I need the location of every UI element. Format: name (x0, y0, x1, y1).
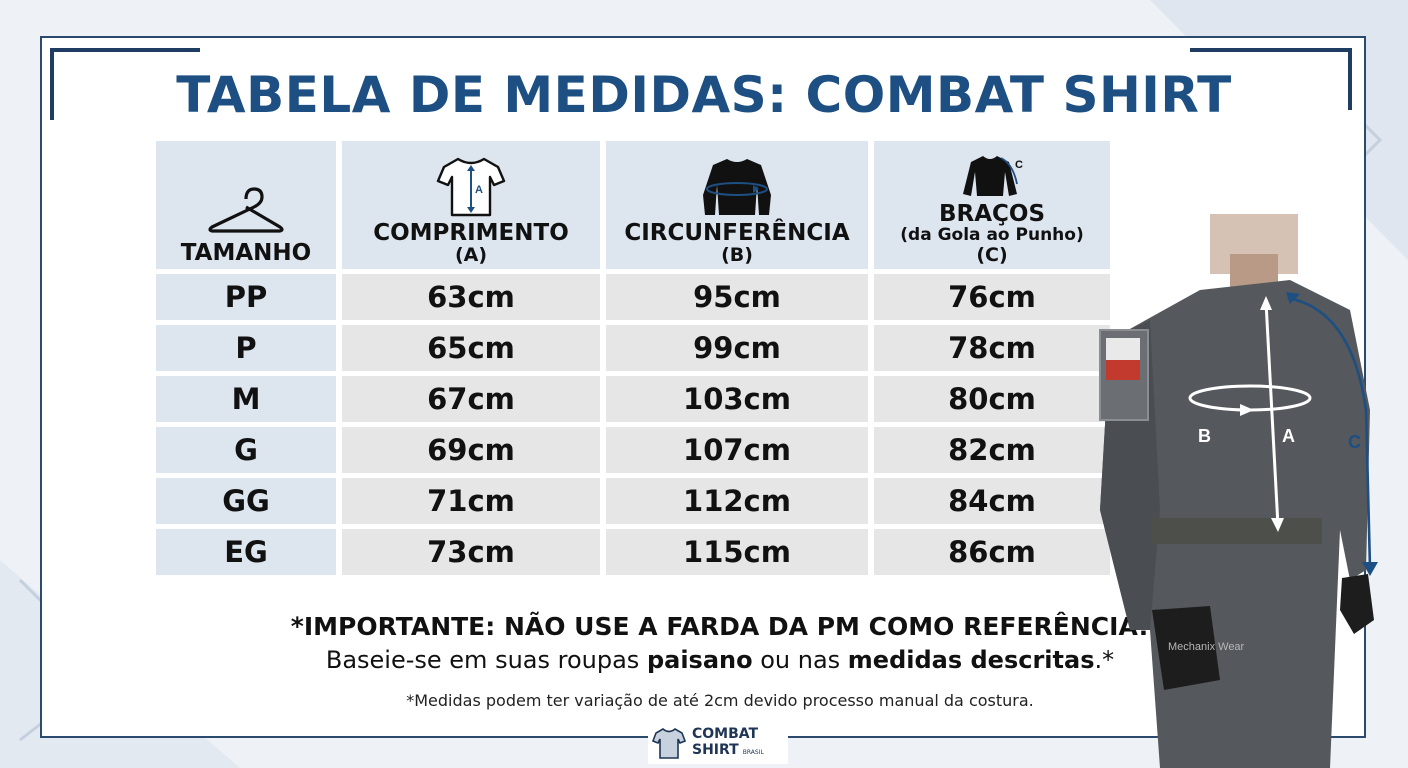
length-cell: 67cm (342, 376, 600, 422)
icon-letter-a: A (475, 184, 483, 196)
header-length-label: COMPRIMENTO (373, 220, 569, 246)
header-circumference-label: CIRCUNFERÊNCIA (624, 220, 850, 246)
circumference-cell: 107cm (606, 427, 868, 473)
arms-cell: 86cm (874, 529, 1110, 575)
length-cell: 63cm (342, 274, 600, 320)
circumference-cell: 95cm (606, 274, 868, 320)
reference-note-bold-paisano: paisano (646, 646, 753, 674)
brand-logo: COMBAT SHIRT BRASIL (648, 722, 788, 764)
arms-cell: 76cm (874, 274, 1110, 320)
logo-line2-text: SHIRT (692, 741, 739, 758)
arms-cell: 84cm (874, 478, 1110, 524)
header-arms-label: BRAÇOS (938, 201, 1046, 227)
table-row: M 67cm 103cm 80cm (156, 376, 1110, 422)
model-label-c: C (1348, 432, 1361, 452)
table-row: GG 71cm 112cm 84cm (156, 478, 1110, 524)
header-circumference: CIRCUNFERÊNCIA (B) (606, 141, 868, 269)
logo-small-text: BRASIL (742, 748, 764, 756)
length-cell: 73cm (342, 529, 600, 575)
header-circumference-sub: (B) (721, 244, 753, 266)
size-cell: M (156, 376, 336, 422)
shirt-chest-icon (703, 159, 771, 215)
reference-note-bold-medidas: medidas descritas (847, 646, 1095, 674)
disclaimer-note: *Medidas podem ter variação de até 2cm d… (406, 691, 1034, 710)
header-arms-paren: (da Gola ao Punho) (900, 225, 1084, 245)
size-cell: G (156, 427, 336, 473)
table-header-row: TAMANHO A COMPRIMENTO (A) (156, 141, 1110, 269)
reference-note-suffix: .* (1094, 646, 1115, 674)
size-cell: P (156, 325, 336, 371)
reference-note-prefix: Baseie-se em suas roupas (325, 646, 647, 674)
circumference-cell: 99cm (606, 325, 868, 371)
tshirt-length-icon: A (436, 157, 506, 217)
table-row: PP 63cm 95cm 76cm (156, 274, 1110, 320)
shirt-arm-icon: C (963, 156, 1023, 196)
shirt-logo-icon (652, 728, 686, 759)
length-cell: 65cm (342, 325, 600, 371)
length-cell: 69cm (342, 427, 600, 473)
table-row: EG 73cm 115cm 86cm (156, 529, 1110, 575)
header-size: TAMANHO (156, 141, 336, 269)
arms-cell: 82cm (874, 427, 1110, 473)
logo-line2: SHIRT BRASIL (692, 742, 764, 761)
reference-note-middle: ou nas (752, 646, 848, 674)
logo-text: COMBAT SHIRT BRASIL (692, 726, 764, 761)
glove-label: Mechanix Wear (1168, 641, 1245, 653)
icon-letter-c: C (1015, 159, 1023, 171)
important-note: *IMPORTANTE: NÃO USE A FARDA DA PM COMO … (290, 612, 1150, 641)
reference-note: Baseie-se em suas roupas paisano ou nas … (150, 646, 1290, 674)
length-cell: 71cm (342, 478, 600, 524)
size-table: TAMANHO A COMPRIMENTO (A) (150, 136, 1116, 580)
header-arms: C BRAÇOS (da Gola ao Punho) (C) (874, 141, 1110, 269)
logo-line1: COMBAT (692, 725, 759, 742)
arms-cell: 78cm (874, 325, 1110, 371)
circumference-cell: 103cm (606, 376, 868, 422)
model-figure: Mechanix Wear B A C (1099, 214, 1378, 768)
arms-cell: 80cm (874, 376, 1110, 422)
size-cell: EG (156, 529, 336, 575)
size-cell: GG (156, 478, 336, 524)
hanger-icon (208, 187, 284, 233)
size-cell: PP (156, 274, 336, 320)
page-title: TABELA DE MEDIDAS: COMBAT SHIRT (176, 66, 1232, 124)
table-row: P 65cm 99cm 78cm (156, 325, 1110, 371)
header-length: A COMPRIMENTO (A) (342, 141, 600, 269)
circumference-cell: 112cm (606, 478, 868, 524)
circumference-cell: 115cm (606, 529, 868, 575)
header-size-label: TAMANHO (180, 240, 312, 266)
table-row: G 69cm 107cm 82cm (156, 427, 1110, 473)
model-label-b: B (1198, 426, 1211, 446)
model-label-a: A (1282, 426, 1295, 446)
header-arms-sub: (C) (976, 244, 1008, 266)
header-length-sub: (A) (454, 244, 488, 266)
